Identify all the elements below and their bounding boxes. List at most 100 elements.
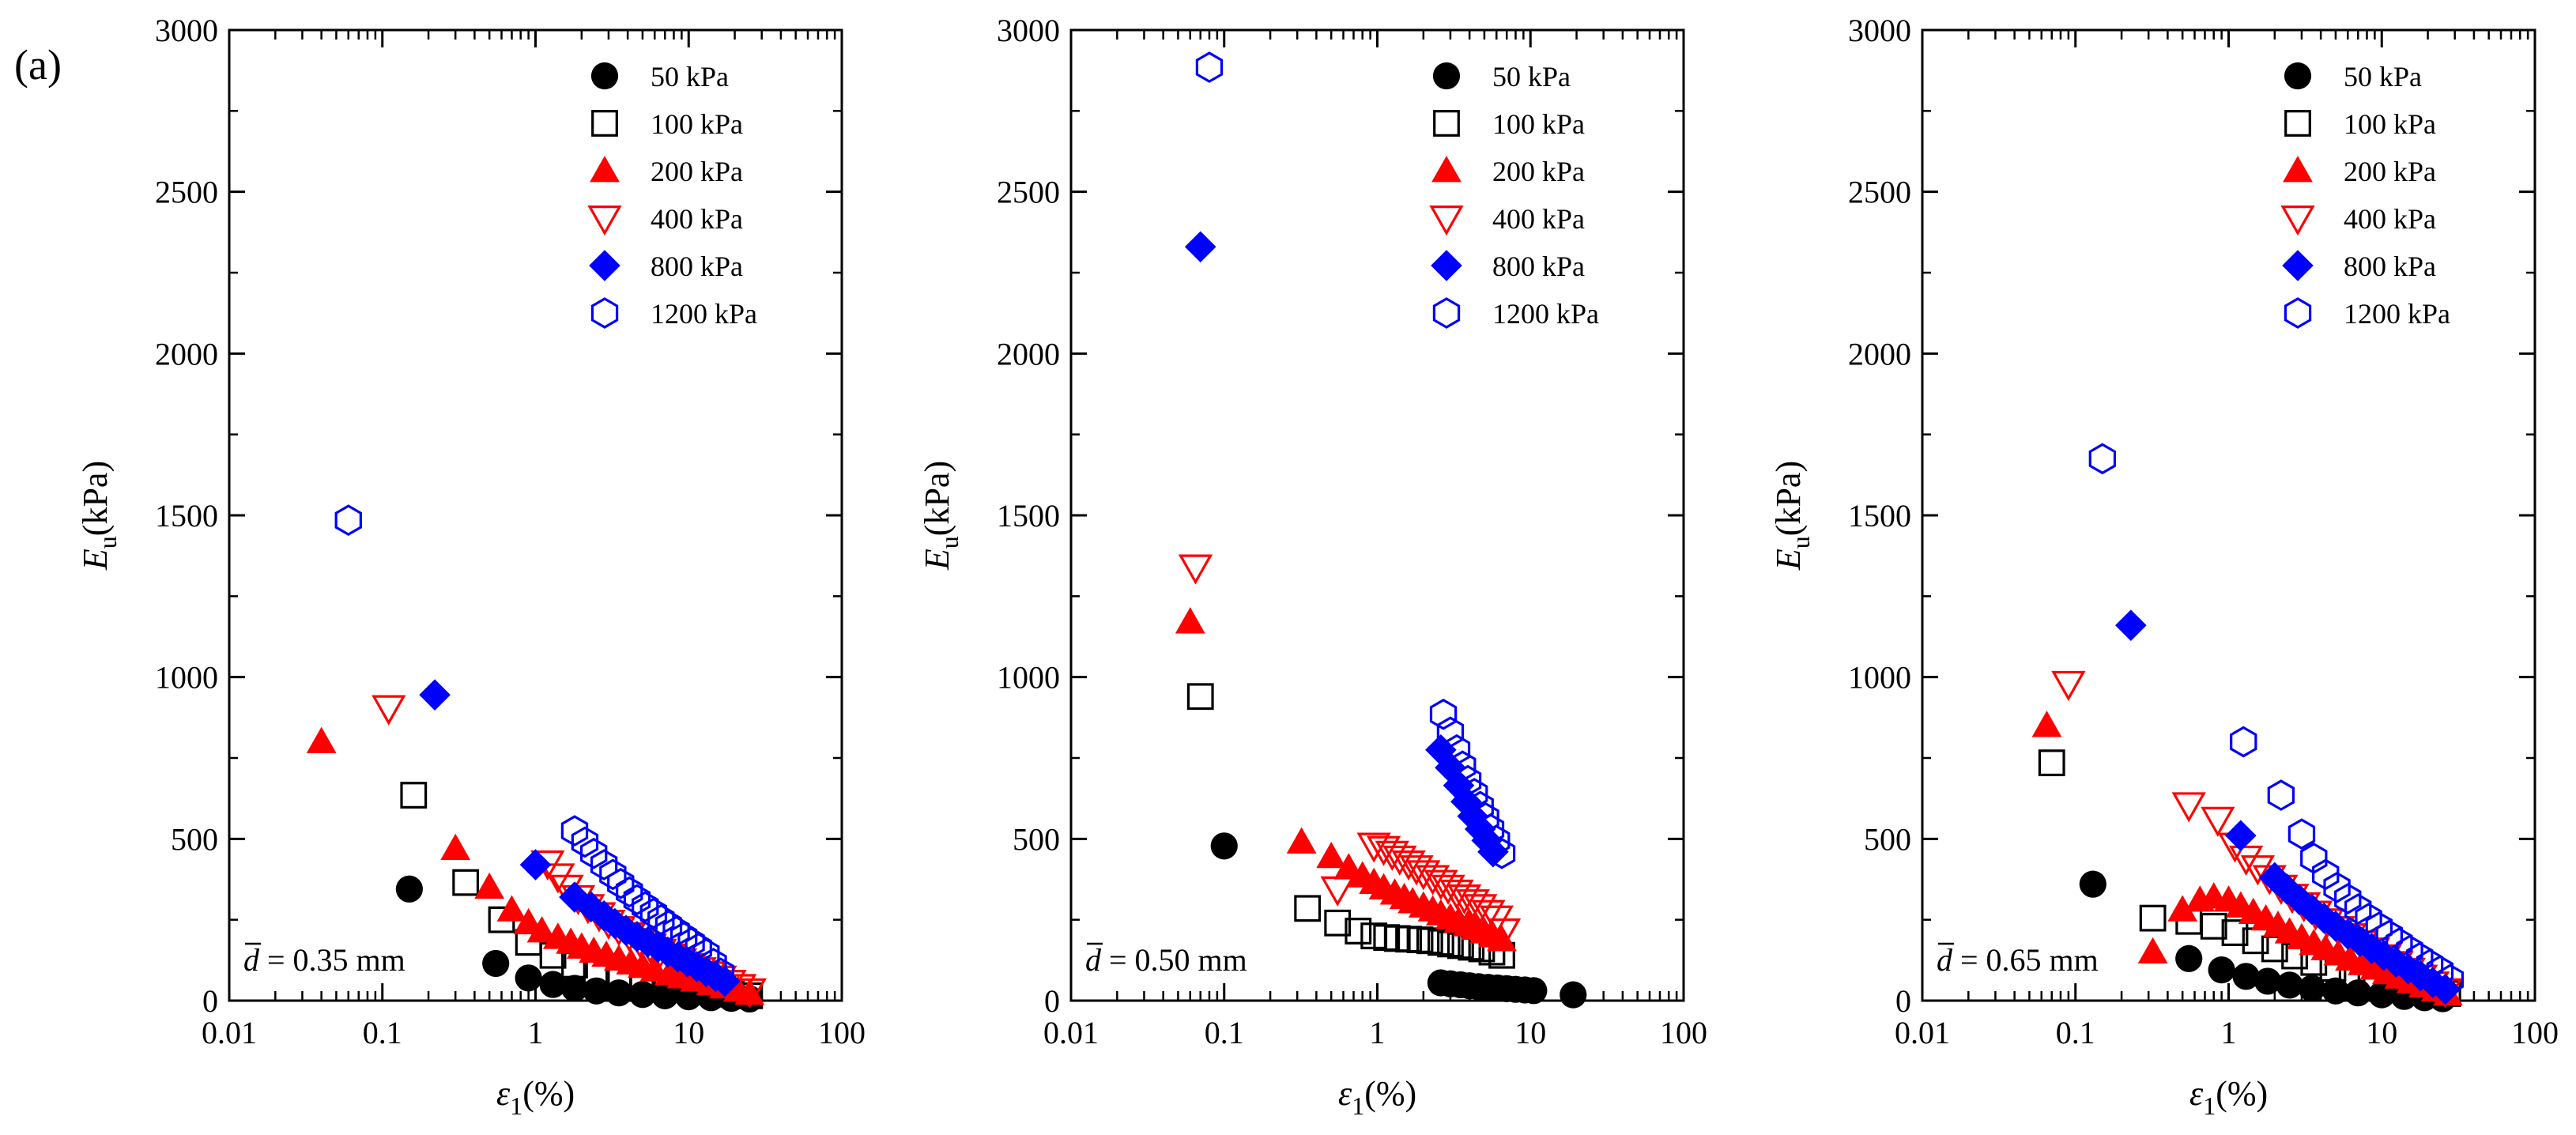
legend-marker <box>1432 297 1461 329</box>
legend-marker <box>590 62 619 90</box>
data-point <box>651 982 679 1009</box>
data-point <box>1486 918 1522 949</box>
data-point <box>474 872 505 899</box>
y-tick-label: 500 <box>1864 821 1911 857</box>
data-point <box>1186 683 1214 711</box>
y-tick-label: 3000 <box>997 13 1060 48</box>
legend-marker <box>1433 110 1460 137</box>
data-point <box>496 895 527 922</box>
x-tick-label: 0.01 <box>1895 1015 1950 1050</box>
legend-marker <box>589 250 620 281</box>
data-point <box>2171 792 2206 823</box>
x-tick-label: 1 <box>2221 1015 2237 1050</box>
data-point <box>2225 820 2257 852</box>
data-point <box>395 875 423 903</box>
data-point <box>2267 779 2295 811</box>
data-point <box>306 726 337 753</box>
legend-marker <box>590 297 619 329</box>
legend-marker <box>587 206 622 236</box>
x-tick-label: 100 <box>818 1015 866 1050</box>
legend-marker <box>2284 110 2311 137</box>
legend-label: 400 kPa <box>2344 203 2436 235</box>
y-tick-label: 3000 <box>1848 13 1911 48</box>
y-tick-label: 2500 <box>997 175 1060 210</box>
grain-size-annotation: d = 0.50 mm <box>1085 942 1247 978</box>
y-axis-title: Eu(kPa) <box>76 461 122 571</box>
data-point <box>2259 862 2291 894</box>
legend-label: 200 kPa <box>651 156 743 187</box>
data-point <box>519 849 552 880</box>
data-point <box>1294 895 1322 922</box>
data-point <box>515 964 542 992</box>
data-point <box>2115 609 2147 641</box>
data-point <box>2088 443 2117 475</box>
data-point <box>1324 909 1352 937</box>
data-point <box>1471 899 1506 930</box>
data-point <box>2429 973 2461 1005</box>
data-point <box>1316 841 1347 869</box>
x-tick-label: 0.1 <box>1205 1015 1244 1050</box>
data-points <box>1175 51 1587 1009</box>
data-point <box>1488 837 1516 869</box>
legend-label: 1200 kPa <box>2344 298 2450 330</box>
data-point <box>1443 733 1471 766</box>
legend-label: 100 kPa <box>651 108 743 140</box>
data-point <box>372 695 406 726</box>
data-point <box>639 897 668 929</box>
x-axis-title: ε1(%) <box>1338 1074 1416 1120</box>
legend-marker <box>1431 156 1461 183</box>
data-point <box>707 957 735 990</box>
data-point <box>2365 911 2393 943</box>
data-point <box>732 978 767 1009</box>
data-point <box>2284 884 2315 916</box>
legend-marker <box>2280 206 2315 236</box>
legend: 50 kPa 100 kPa 200 kPa 400 kPa 800 kPa 1200 k… <box>1429 61 1599 330</box>
data-point <box>1431 874 1465 905</box>
data-point <box>2287 818 2316 850</box>
data-point <box>1560 981 1587 1009</box>
data-point <box>571 826 599 858</box>
figure-label: (a) <box>14 41 62 89</box>
data-point <box>2296 893 2328 926</box>
data-point <box>419 679 451 711</box>
y-tick-label: 1000 <box>155 660 218 696</box>
data-point <box>2139 904 2167 932</box>
data-point <box>1436 716 1465 748</box>
grain-size-annotation: d = 0.65 mm <box>1937 942 2099 978</box>
x-tick-label: 1 <box>1370 1015 1386 1050</box>
data-point <box>692 937 720 970</box>
legend-label: 1200 kPa <box>651 298 757 330</box>
y-tick-label: 1500 <box>155 498 218 534</box>
data-point <box>2201 806 2235 837</box>
data-point <box>1178 554 1213 585</box>
legend-marker <box>2284 62 2312 90</box>
data-point <box>2321 977 2350 1005</box>
legend-marker <box>1431 250 1462 281</box>
x-tick-label: 0.01 <box>202 1015 257 1050</box>
data-point <box>1424 869 1458 900</box>
plot-frame <box>1921 28 2536 1002</box>
legend-label: 200 kPa <box>2344 156 2436 187</box>
data-point <box>2230 726 2257 758</box>
legend-label: 800 kPa <box>2344 251 2436 282</box>
y-tick-label: 1000 <box>997 660 1060 696</box>
data-point <box>2344 893 2372 926</box>
data-point <box>440 833 471 861</box>
data-point <box>2332 918 2364 950</box>
data-point <box>1175 607 1205 634</box>
data-point <box>2276 971 2303 999</box>
data-point <box>700 948 727 979</box>
y-axis-title: Eu(kPa) <box>918 461 964 571</box>
data-point <box>579 837 608 869</box>
data-point <box>2137 937 2168 963</box>
legend-label: 100 kPa <box>2344 108 2436 140</box>
x-axis-title: ε1(%) <box>496 1074 575 1120</box>
legend-label: 800 kPa <box>651 251 743 282</box>
legend-marker <box>1432 62 1461 90</box>
data-point <box>1391 850 1426 881</box>
data-point <box>526 916 557 943</box>
data-point <box>2175 945 2203 972</box>
data-points <box>2031 443 2465 1012</box>
data-point <box>2228 845 2264 877</box>
